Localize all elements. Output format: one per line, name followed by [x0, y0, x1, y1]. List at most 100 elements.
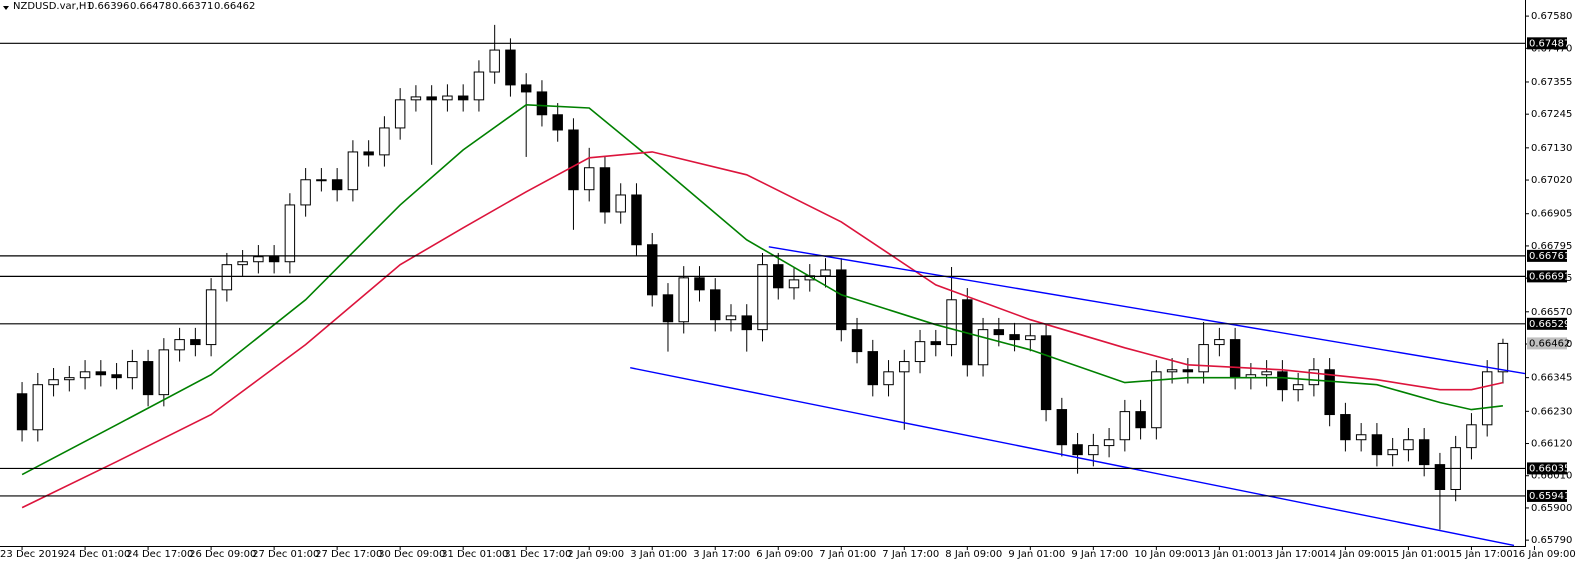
x-tick-label: 26 Dec 09:00 — [189, 549, 256, 560]
x-tick-label: 14 Jan 09:00 — [1323, 549, 1386, 560]
candle-body — [1403, 439, 1414, 451]
candle-body — [1166, 369, 1178, 373]
candle-body — [363, 151, 374, 156]
candle-body — [237, 261, 248, 266]
candle-body — [1324, 369, 1335, 416]
header-open: 0.66396 — [88, 1, 129, 12]
x-tick-label: 7 Jan 01:00 — [819, 549, 876, 560]
candle-body — [32, 384, 44, 431]
candle-body — [1229, 339, 1241, 379]
candle-body — [158, 349, 170, 396]
candle-body — [1308, 369, 1320, 386]
candle-body — [48, 379, 59, 386]
last-price-box — [1527, 337, 1567, 350]
candle-body — [520, 84, 532, 93]
level-label: 0.66761 — [1529, 251, 1570, 262]
candle-body — [977, 329, 989, 366]
candle-body — [725, 315, 737, 321]
x-tick-label: 30 Dec 09:00 — [378, 549, 445, 560]
x-tick-label: 3 Jan 17:00 — [693, 549, 750, 560]
candle-body — [1497, 342, 1509, 373]
last-price-label: 0.66462 — [1529, 338, 1570, 349]
candle-body — [1182, 369, 1194, 373]
y-tick-label: 0.67580 — [1531, 11, 1572, 22]
candle-body — [457, 95, 469, 101]
candle-body — [1434, 464, 1446, 490]
y-tick-label: 0.66905 — [1531, 209, 1572, 220]
candle-body — [190, 339, 201, 346]
candle-body — [694, 277, 705, 291]
candle-body — [473, 71, 485, 101]
candle-body — [174, 339, 185, 351]
candle-body — [678, 277, 689, 323]
x-tick-label: 7 Jan 17:00 — [882, 549, 939, 560]
menu-arrow[interactable] — [3, 6, 9, 10]
candle-body — [1088, 445, 1099, 456]
candle-body — [268, 256, 280, 263]
level-label-box — [1527, 249, 1567, 262]
candle-body — [1056, 409, 1068, 446]
level-label: 0.67487 — [1529, 38, 1570, 49]
x-tick-label: 3 Jan 01:00 — [630, 549, 687, 560]
candle-body — [1355, 434, 1367, 441]
candle-body — [1198, 344, 1209, 373]
y-tick-label: 0.67355 — [1531, 77, 1572, 88]
trend-line — [768, 246, 1526, 375]
candle-body — [867, 351, 879, 386]
candle-body — [1135, 411, 1146, 429]
x-tick-label: 23 Dec 2019 — [0, 549, 64, 560]
candle-body — [883, 371, 894, 386]
candle-body — [394, 99, 406, 129]
candle-body — [993, 329, 1005, 336]
candle-body — [316, 179, 327, 182]
candle-body — [410, 96, 422, 101]
candle-body — [1277, 371, 1288, 391]
candle-body — [946, 299, 957, 346]
candle-body — [300, 179, 311, 206]
candle-body — [788, 279, 800, 289]
candle-body — [1151, 371, 1162, 429]
candle-body — [536, 91, 548, 116]
y-tick-label: 0.65790 — [1531, 535, 1572, 546]
level-label-box — [1527, 270, 1567, 283]
candle-body — [1103, 439, 1115, 447]
x-tick-label: 6 Jan 09:00 — [756, 549, 813, 560]
x-tick-label: 8 Jan 09:00 — [945, 549, 1002, 560]
x-tick-label: 24 Dec 01:00 — [63, 549, 130, 560]
candle-body — [1214, 339, 1225, 346]
candle-body — [1481, 371, 1493, 426]
candle-body — [1466, 424, 1477, 449]
moving-average — [21, 151, 1504, 509]
y-tick-label: 0.67020 — [1531, 175, 1572, 186]
candle-body — [851, 329, 863, 353]
x-tick-label: 15 Jan 17:00 — [1449, 549, 1512, 560]
y-tick-label: 0.65900 — [1531, 503, 1572, 514]
candle-body — [1387, 449, 1398, 456]
candle-body — [741, 315, 752, 331]
y-tick-label: 0.66345 — [1531, 373, 1572, 384]
x-tick-label: 24 Dec 17:00 — [126, 549, 193, 560]
candle-body — [95, 371, 107, 376]
candle-body — [426, 96, 437, 101]
x-tick-label: 31 Dec 01:00 — [441, 549, 508, 560]
level-label: 0.66529 — [1529, 319, 1570, 330]
candle-body — [899, 361, 910, 373]
candle-body — [1418, 439, 1430, 466]
x-tick-label: 27 Dec 17:00 — [315, 549, 382, 560]
candle-body — [1072, 444, 1083, 456]
candle-body — [757, 264, 768, 331]
level-label: 0.66035 — [1529, 463, 1570, 474]
y-tick-label: 0.67245 — [1531, 109, 1572, 120]
candle-body — [930, 341, 942, 346]
candle-body — [820, 269, 831, 277]
candle-body — [1261, 371, 1272, 376]
candle-body — [583, 167, 595, 191]
candle-body — [599, 167, 611, 213]
y-tick-label: 0.66010 — [1531, 471, 1572, 482]
level-label-box — [1527, 317, 1567, 330]
candle-body — [111, 374, 122, 379]
x-tick-label: 15 Jan 01:00 — [1386, 549, 1449, 560]
candle-body — [64, 377, 75, 381]
trend-line — [630, 367, 1515, 547]
